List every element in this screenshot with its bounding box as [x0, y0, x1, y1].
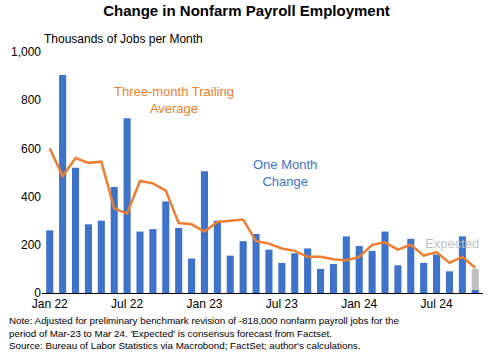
svg-text:200: 200	[21, 238, 41, 252]
svg-text:Jan 24: Jan 24	[341, 297, 377, 311]
svg-text:1,000: 1,000	[11, 45, 41, 59]
svg-text:One MonthChange: One MonthChange	[253, 157, 317, 189]
svg-text:Note: Adjusted for preliminary: Note: Adjusted for preliminary benchmark…	[9, 315, 399, 351]
svg-text:Jul 23: Jul 23	[266, 297, 298, 311]
svg-text:Jul 22: Jul 22	[111, 297, 143, 311]
svg-text:Jan 22: Jan 22	[32, 297, 68, 311]
svg-text:600: 600	[21, 142, 41, 156]
svg-text:Thousands of Jobs per Month: Thousands of Jobs per Month	[44, 32, 203, 46]
svg-text:Jan 23: Jan 23	[186, 297, 222, 311]
svg-text:800: 800	[21, 93, 41, 107]
svg-text:400: 400	[21, 190, 41, 204]
svg-text:Expected: Expected	[425, 236, 479, 251]
svg-text:0: 0	[34, 286, 41, 300]
svg-text:Three-month TrailingAverage: Three-month TrailingAverage	[114, 84, 234, 116]
svg-text:Change in Nonfarm Payroll Empl: Change in Nonfarm Payroll Employment	[103, 2, 390, 19]
svg-text:Jul 24: Jul 24	[421, 297, 453, 311]
